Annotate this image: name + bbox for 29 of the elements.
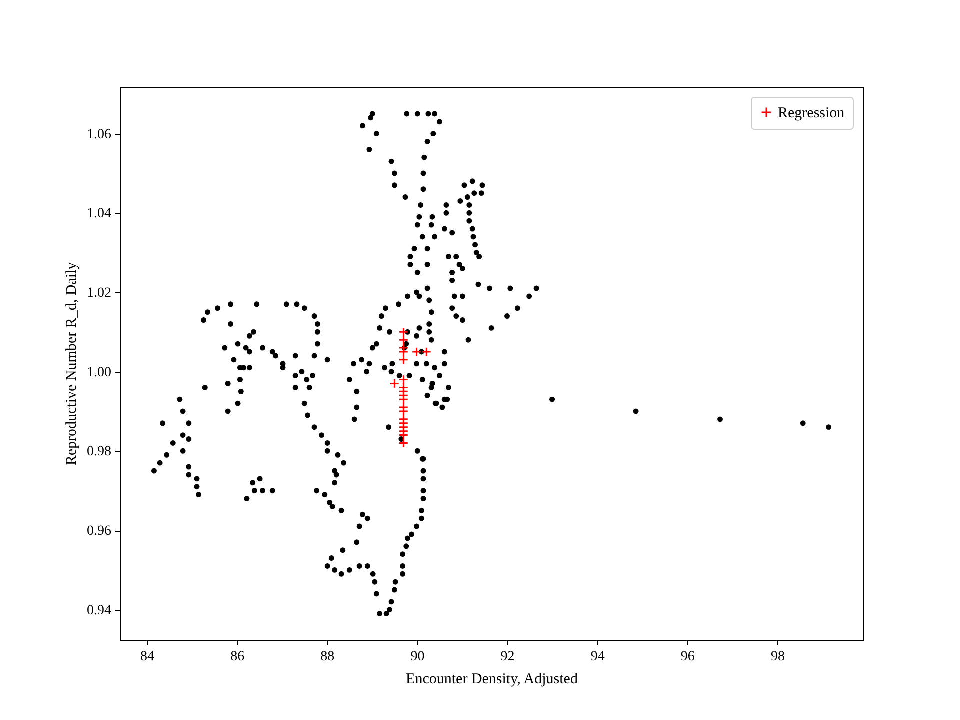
x-axis-title: Encounter Density, Adjusted [406, 672, 578, 688]
x-tick-label: 86 [230, 650, 245, 664]
x-tick-label: 84 [140, 650, 155, 664]
x-tick-label: 98 [770, 650, 785, 664]
point [398, 374, 409, 385]
x-tick-label: 90 [410, 650, 425, 664]
point [412, 347, 422, 357]
legend-label: Regression [778, 106, 846, 122]
y-tick-label: 1.02 [87, 286, 112, 301]
point [398, 406, 409, 416]
point [398, 347, 409, 357]
y-tick-label: 1.04 [87, 206, 112, 222]
point [398, 438, 409, 448]
y-tick-label: 0.94 [87, 603, 112, 618]
y-tick-label: 0.98 [87, 444, 112, 460]
y-tick-label: 0.96 [87, 524, 112, 540]
point [398, 354, 409, 365]
point [390, 378, 400, 389]
y-axis-title: Reproductive Number R_d, Daily [64, 262, 80, 466]
y-tick-label: 1.06 [87, 127, 112, 142]
point [422, 347, 432, 357]
point [398, 394, 409, 405]
point [398, 327, 409, 338]
x-tick-label: 96 [680, 650, 695, 664]
x-tick-label: 92 [500, 650, 515, 664]
point [398, 335, 409, 346]
x-tick-label: 88 [320, 650, 335, 664]
x-tick-label: 94 [590, 650, 605, 664]
y-tick-label: 1.00 [87, 365, 112, 380]
